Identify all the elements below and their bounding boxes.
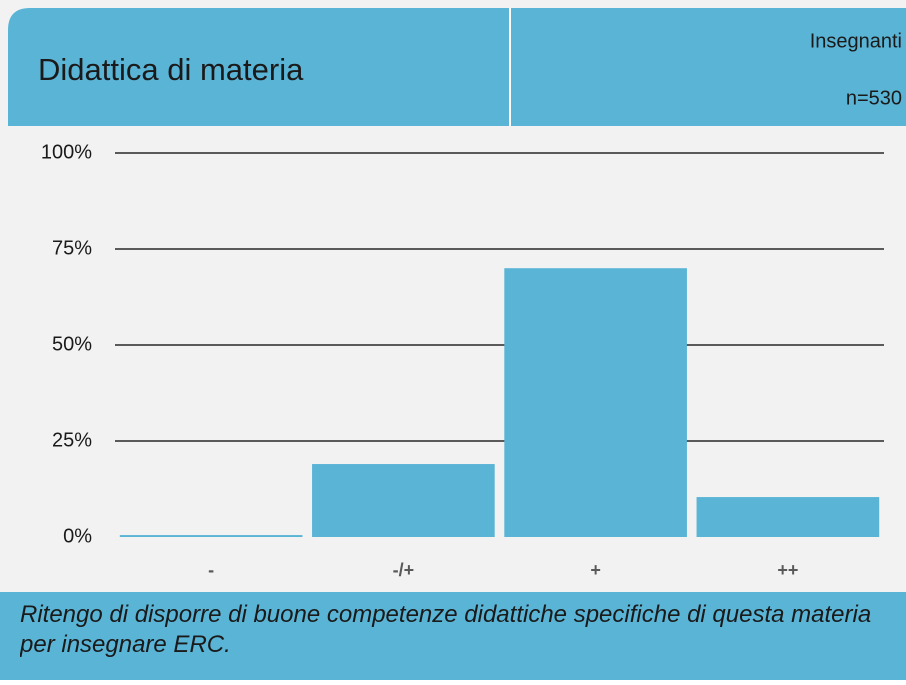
- y-tick-label: 25%: [52, 429, 92, 451]
- x-tick-label: -/+: [393, 560, 415, 580]
- x-tick-label: +: [590, 560, 601, 580]
- x-tick-label: ++: [777, 560, 798, 580]
- bar: [119, 535, 303, 537]
- bar: [504, 268, 687, 537]
- header-group: Insegnanti: [810, 30, 902, 52]
- bar: [696, 497, 880, 537]
- header-band: [8, 8, 906, 126]
- y-tick-label: 100%: [41, 141, 92, 163]
- footer-band: [0, 592, 906, 680]
- y-tick-label: 0%: [63, 525, 92, 547]
- bar: [312, 464, 495, 537]
- header-title: Didattica di materia: [38, 52, 304, 87]
- y-tick-label: 75%: [52, 237, 92, 259]
- y-tick-label: 50%: [52, 333, 92, 355]
- footer: Ritengo di disporre di buone competenze …: [20, 601, 872, 658]
- x-tick-label: -: [208, 560, 214, 580]
- footer-text: Ritengo di disporre di buone competenze …: [20, 601, 872, 658]
- header-sample: n=530: [846, 87, 902, 109]
